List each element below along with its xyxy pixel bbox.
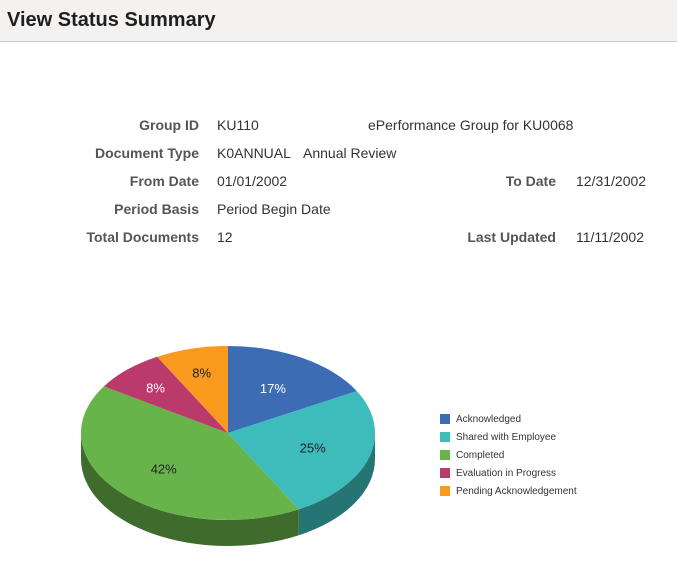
period-basis-value: Period Begin Date	[217, 201, 331, 217]
pie-slice-shared-with-employee	[228, 391, 375, 510]
group-id-value: KU110	[217, 117, 259, 133]
status-pie-chart: 17% 25% 42% 8% 8%	[81, 346, 375, 546]
legend-item-shared-with-employee: Shared with Employee	[440, 428, 577, 446]
legend-label: Acknowledged	[456, 413, 522, 425]
pie-slice-acknowledged	[228, 346, 357, 433]
pie-side-shared-with-employee	[298, 433, 375, 536]
last-updated-label: Last Updated	[467, 229, 556, 245]
group-id-description: ePerformance Group for KU0068	[368, 117, 574, 133]
to-date-value: 12/31/2002	[576, 173, 647, 189]
legend-swatch	[440, 432, 450, 442]
pie-side-completed	[81, 433, 299, 546]
period-basis-label: Period Basis	[114, 201, 199, 217]
document-type-label: Document Type	[95, 145, 199, 161]
from-date-value: 01/01/2002	[217, 173, 288, 189]
pie-slice-evaluation-in-progress	[103, 356, 228, 433]
document-type-description: Annual Review	[303, 145, 397, 161]
legend-item-pending-acknowledgement: Pending Acknowledgement	[440, 482, 577, 500]
chart-legend: Acknowledged Shared with Employee Complete…	[440, 410, 577, 500]
legend-label: Shared with Employee	[456, 431, 557, 443]
total-documents-label: Total Documents	[86, 229, 199, 245]
pie-label-evaluation-in-progress: 8%	[146, 380, 165, 395]
pie-slice-pending-acknowledgement	[157, 346, 228, 433]
pie-label-shared-with-employee: 25%	[300, 441, 326, 456]
group-id-label: Group ID	[139, 117, 199, 133]
pie-label-completed: 42%	[151, 462, 177, 477]
to-date-label: To Date	[505, 173, 556, 189]
pie-label-pending-acknowledgement: 8%	[192, 365, 211, 380]
legend-label: Pending Acknowledgement	[456, 485, 577, 497]
total-documents-value: 12	[217, 229, 233, 245]
pie-label-acknowledged: 17%	[260, 381, 286, 396]
pie-slice-completed	[81, 386, 299, 520]
legend-swatch	[440, 414, 450, 424]
legend-item-acknowledged: Acknowledged	[440, 410, 577, 428]
legend-item-completed: Completed	[440, 446, 577, 464]
legend-swatch	[440, 486, 450, 496]
legend-swatch	[440, 468, 450, 478]
legend-label: Evaluation in Progress	[456, 467, 557, 479]
last-updated-value: 11/11/2002	[576, 229, 644, 245]
page-header: View Status Summary	[0, 0, 677, 42]
from-date-label: From Date	[129, 173, 199, 189]
legend-label: Completed	[456, 449, 505, 461]
page-title: View Status Summary	[7, 9, 216, 31]
legend-item-evaluation-in-progress: Evaluation in Progress	[440, 464, 577, 482]
document-type-code: K0ANNUAL	[217, 145, 291, 161]
legend-swatch	[440, 450, 450, 460]
